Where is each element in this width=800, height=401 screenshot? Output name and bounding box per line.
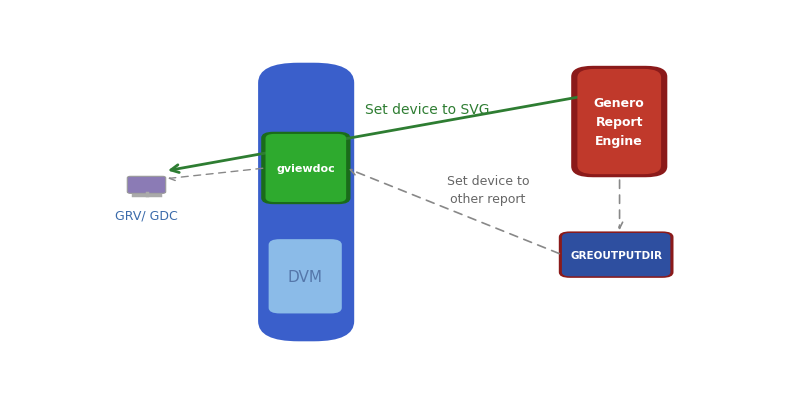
Text: Set device to
other report: Set device to other report [447,175,530,206]
FancyBboxPatch shape [266,135,346,203]
Text: DVM: DVM [288,269,322,284]
FancyBboxPatch shape [127,177,166,194]
FancyBboxPatch shape [571,67,667,178]
FancyBboxPatch shape [258,63,354,342]
Text: gviewdoc: gviewdoc [277,164,335,174]
FancyBboxPatch shape [562,233,670,277]
Text: Genero
Report
Engine: Genero Report Engine [594,97,645,148]
FancyBboxPatch shape [558,232,674,278]
FancyBboxPatch shape [262,132,350,205]
Text: GREOUTPUTDIR: GREOUTPUTDIR [570,250,662,260]
Text: GRV/ GDC: GRV/ GDC [115,209,178,222]
Text: Set device to SVG: Set device to SVG [365,103,490,117]
FancyBboxPatch shape [269,239,342,314]
FancyBboxPatch shape [578,70,661,175]
